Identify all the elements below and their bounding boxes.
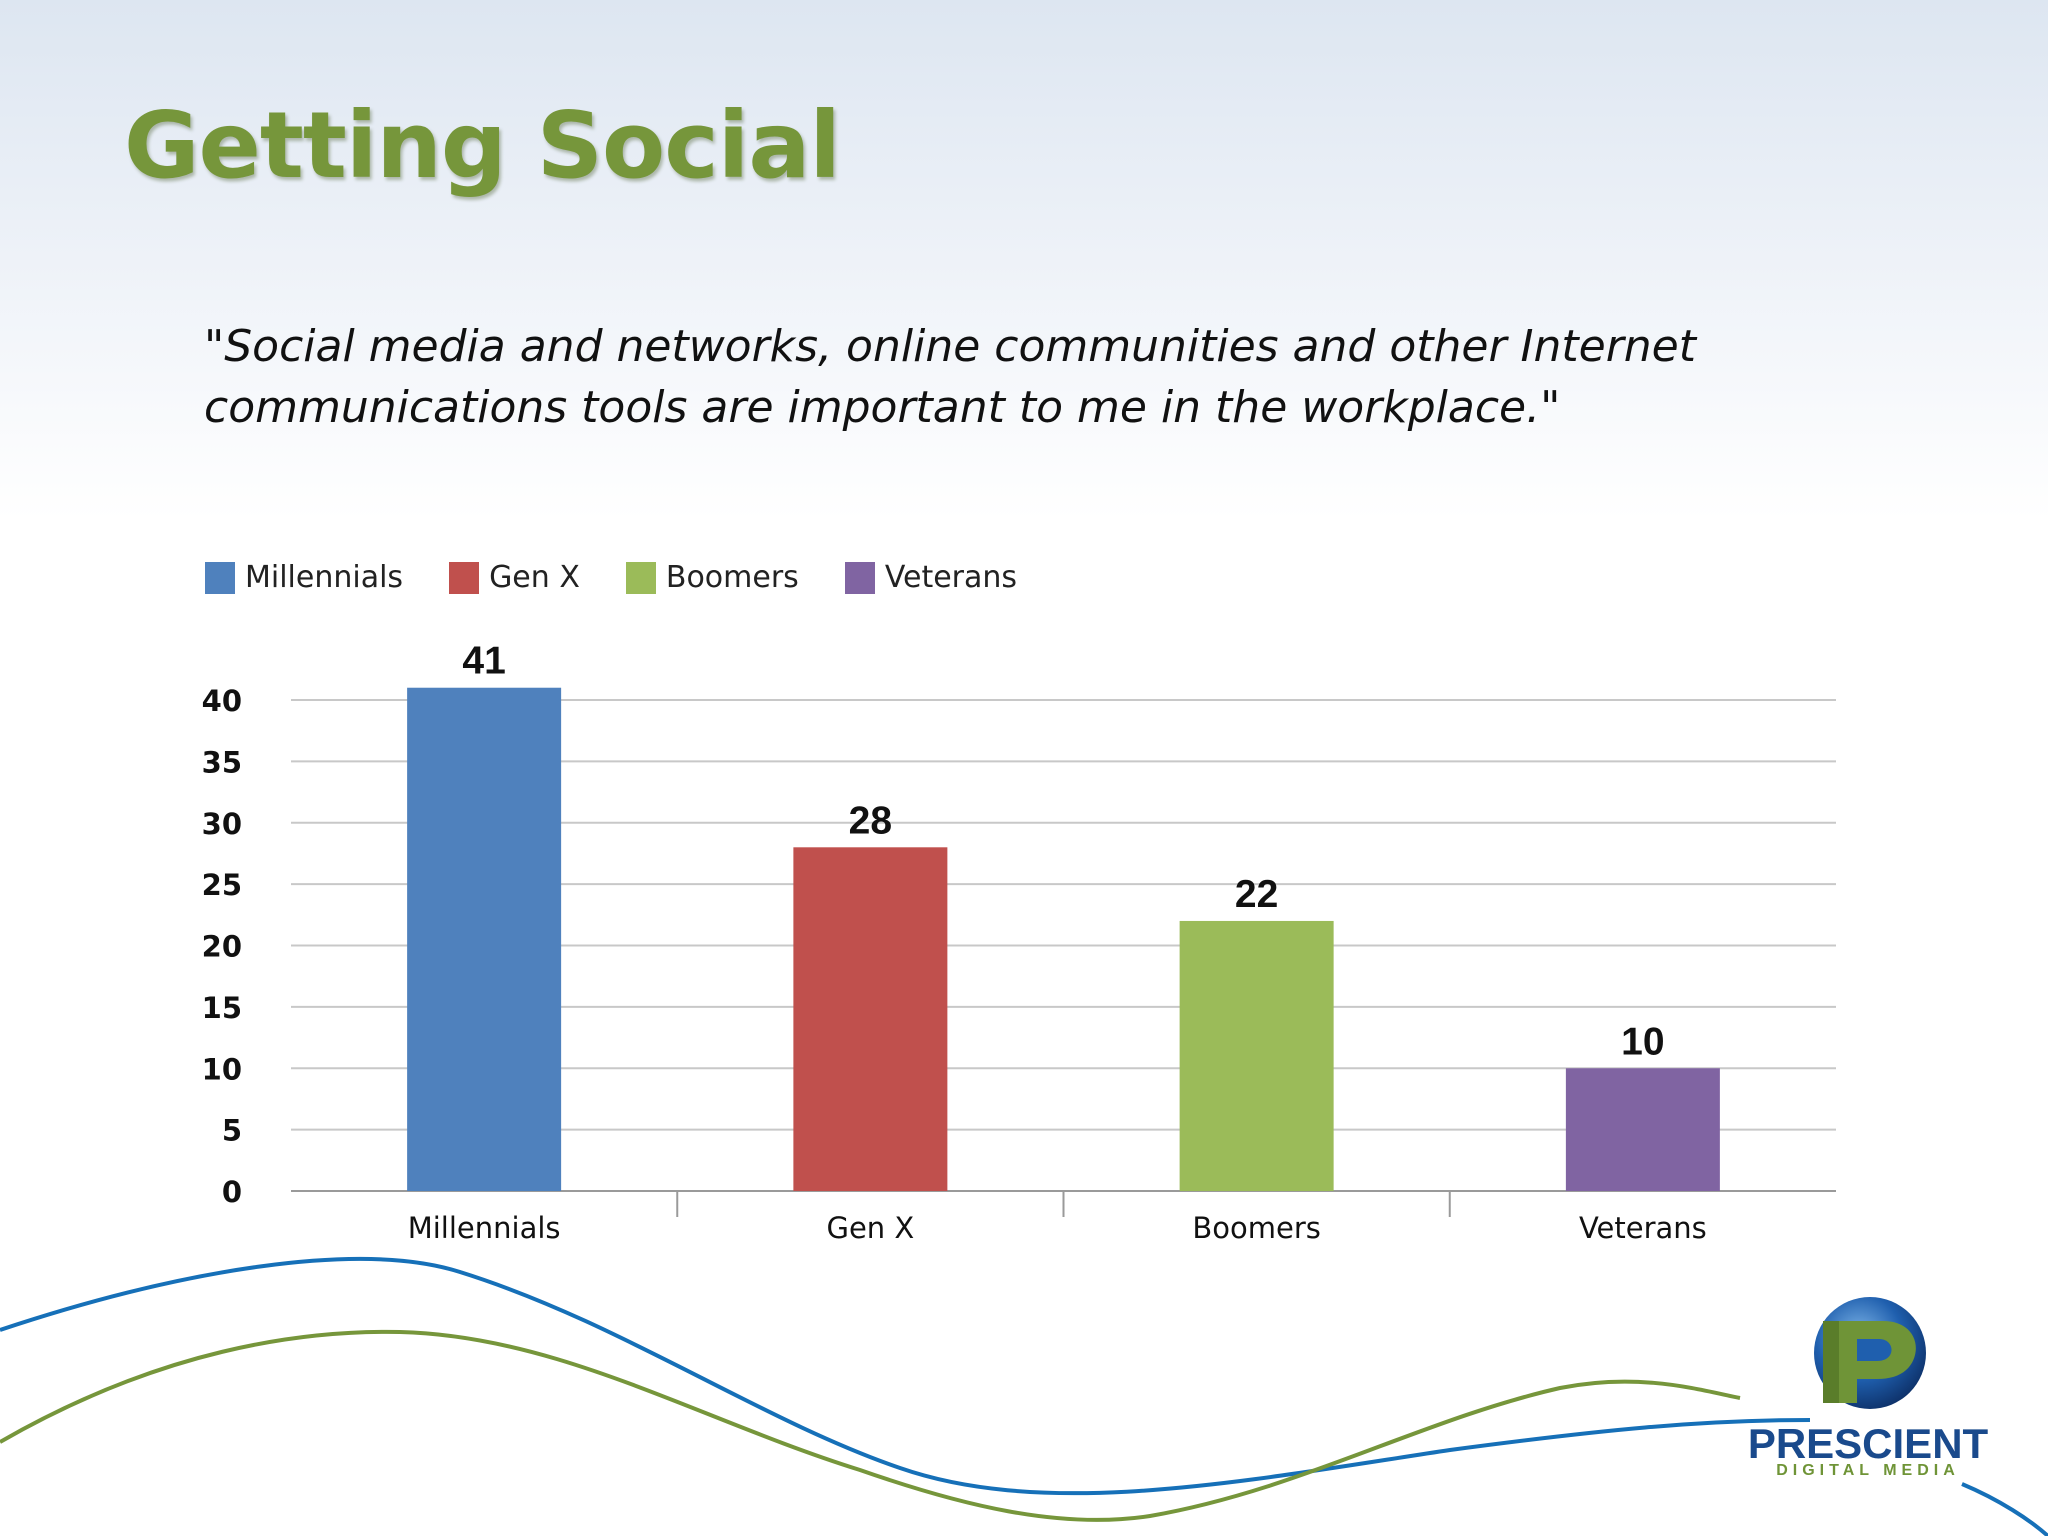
legend-swatch-millennials [205,561,235,594]
legend-label-veterans: Veterans [884,560,1018,595]
bar-millennials [407,687,562,1191]
legend-swatch-veterans [844,561,875,594]
data-label-boomers: 22 [1235,873,1278,916]
bar-veterans [1565,1068,1720,1191]
y-tick-label-20: 20 [202,930,242,964]
logo-tagline: DIGITAL MEDIA [1776,1462,1960,1479]
legend-swatch-boomers [625,561,656,594]
legend-label-gen-x: Gen X [489,560,580,595]
slide-title: Getting Social [124,92,841,199]
x-tick-label-millennials: Millennials [408,1211,561,1245]
bar-boomers [1179,920,1334,1191]
x-tick-label-veterans: Veterans [1579,1211,1707,1245]
logo-wordmark: PRESCIENT [1747,1420,1989,1467]
data-label-gen-x: 28 [849,799,892,842]
survey-quote: "Social media and networks, online commu… [204,321,1697,433]
x-tick-label-gen-x: Gen X [826,1211,914,1245]
legend-label-boomers: Boomers [665,560,799,595]
bar-gen-x [793,847,948,1191]
legend-item-veterans: Veterans [844,560,1018,595]
y-tick-label-5: 5 [222,1114,242,1148]
legend-label-millennials: Millennials [245,560,404,595]
y-tick-label-25: 25 [202,868,242,902]
y-tick-label-35: 35 [202,745,242,779]
prescient-p-globe-icon [1814,1297,1926,1409]
y-tick-label-15: 15 [202,991,242,1025]
legend-item-boomers: Boomers [625,560,799,595]
chart-legend: Millennials Gen X Boomers Veterans [205,560,1063,595]
data-label-veterans: 10 [1621,1020,1664,1063]
y-tick-label-10: 10 [202,1052,242,1086]
legend-item-millennials: Millennials [205,560,403,595]
y-tick-label-0: 0 [222,1175,242,1209]
legend-swatch-gen-x [449,561,480,594]
y-tick-label-40: 40 [202,684,242,718]
legend-item-gen-x: Gen X [449,560,580,595]
data-label-millennials: 41 [462,640,505,683]
x-tick-label-boomers: Boomers [1192,1211,1321,1245]
y-tick-label-30: 30 [202,807,242,841]
